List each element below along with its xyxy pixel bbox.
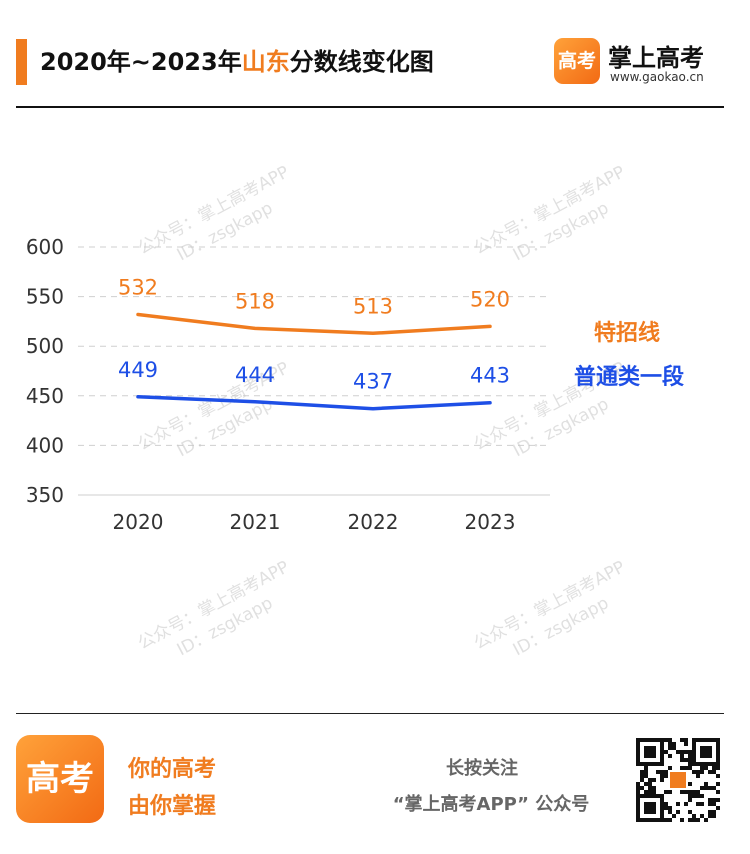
header: 2020年~2023年山东分数线变化图 高考 掌上高考 www.gaokao.c… <box>0 0 750 110</box>
follow-line1: 长按关注 <box>446 758 518 779</box>
footer-logo-icon: 高考 <box>16 735 104 823</box>
series-line-general <box>136 395 492 411</box>
x-tick-label: 2020 <box>113 510 164 534</box>
x-tick-label: 2023 <box>465 510 516 534</box>
brand-name: 掌上高考 <box>608 44 704 72</box>
data-label: 444 <box>235 363 275 387</box>
data-label: 443 <box>470 364 510 388</box>
legend-special: 特招线 <box>594 321 661 346</box>
data-label: 513 <box>353 294 393 318</box>
y-tick-label: 500 <box>26 334 64 358</box>
brand-logo-icon: 高考 <box>554 38 600 84</box>
y-tick-label: 350 <box>26 483 64 507</box>
follow-line2: “掌上高考APP” 公众号 <box>392 794 590 815</box>
y-tick-label: 600 <box>26 235 64 259</box>
data-label: 532 <box>118 275 158 299</box>
title-suffix: 分数线变化图 <box>289 48 434 76</box>
data-label: 518 <box>235 289 275 313</box>
page-title: 2020年~2023年山东分数线变化图 <box>40 42 434 77</box>
y-tick-label: 400 <box>26 433 64 457</box>
header-divider <box>16 106 724 108</box>
y-tick-label: 550 <box>26 285 64 309</box>
series-line-special <box>136 312 492 336</box>
brand: 高考 掌上高考 www.gaokao.cn <box>554 38 724 90</box>
slogan-line2: 由你掌握 <box>128 794 217 819</box>
title-prefix: 2020年~2023年 <box>40 48 242 76</box>
x-tick-label: 2021 <box>230 510 281 534</box>
brand-url: www.gaokao.cn <box>610 70 704 84</box>
legend-general: 普通类一段 <box>574 365 685 390</box>
title-highlight: 山东 <box>241 48 290 76</box>
data-label: 449 <box>118 358 158 382</box>
y-tick-label: 450 <box>26 384 64 408</box>
line-chart: 350 400 450 500 550 600 2020 2021 2022 2023 公众号：掌… <box>26 162 629 660</box>
qr-code-icon[interactable] <box>636 738 720 822</box>
slogan-line1: 你的高考 <box>128 757 217 782</box>
title-accent-bar <box>16 39 27 85</box>
x-tick-label: 2022 <box>348 510 399 534</box>
data-label: 520 <box>470 287 510 311</box>
data-label: 437 <box>353 370 393 394</box>
footer-divider <box>16 713 724 714</box>
